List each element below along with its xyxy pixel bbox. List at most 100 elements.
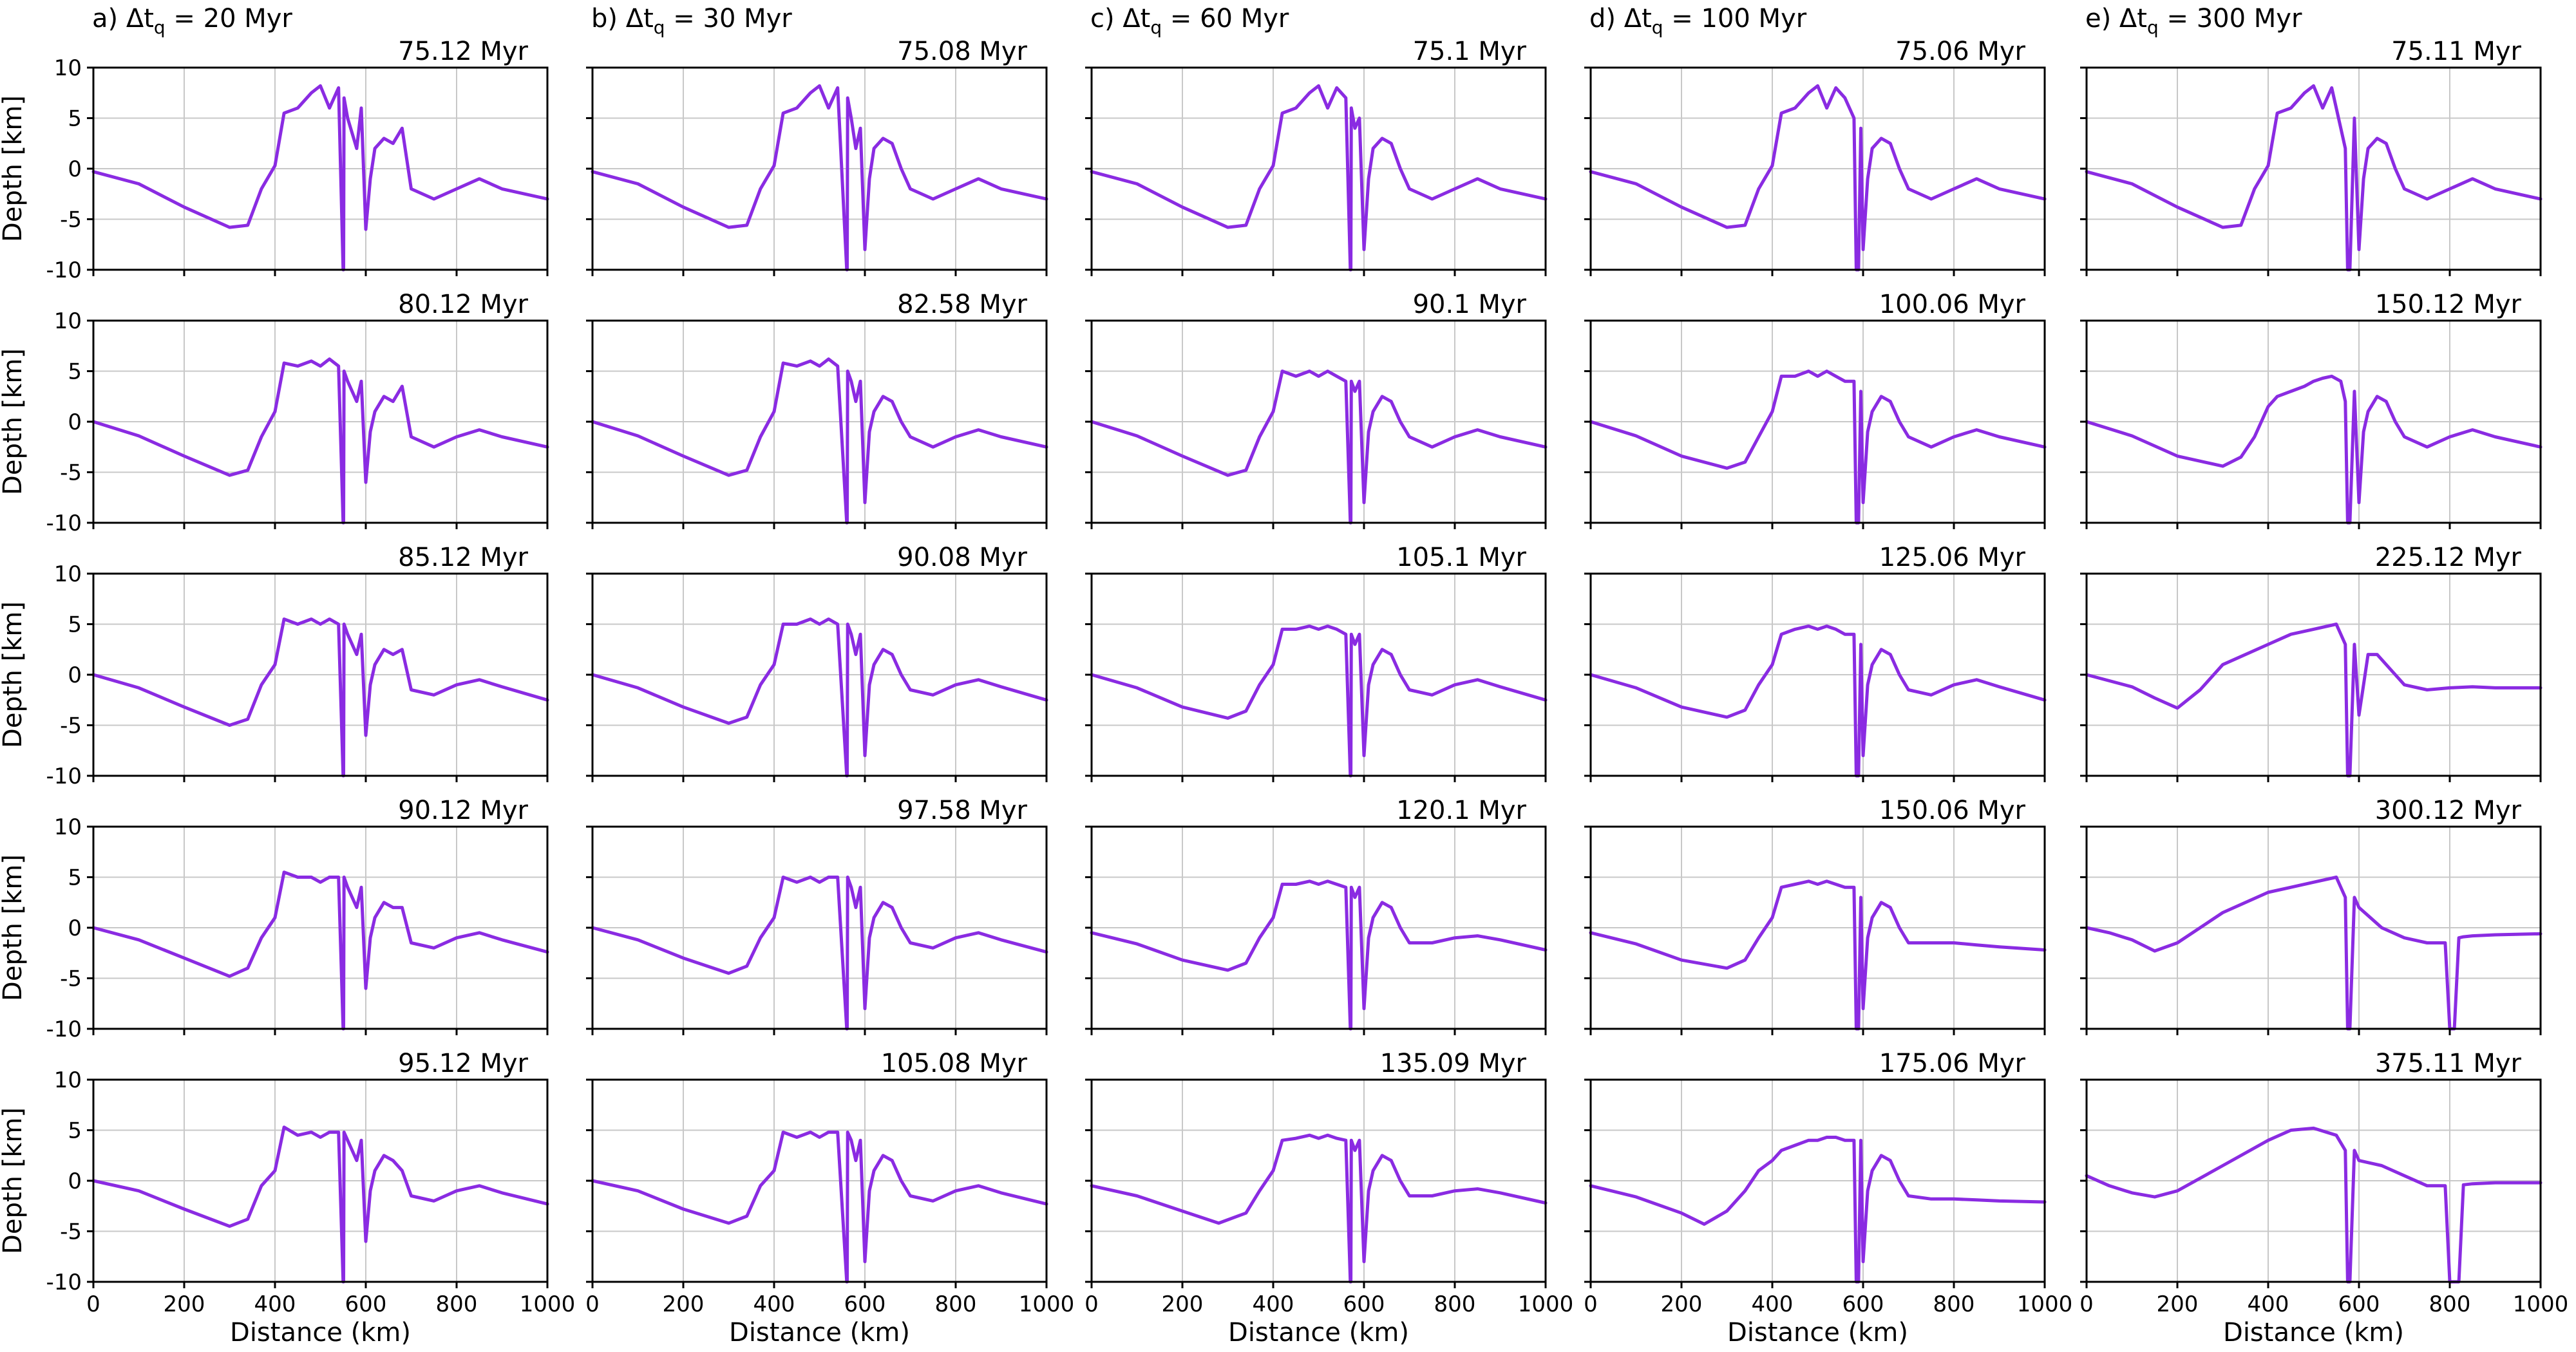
panel-time-label: 90.12 Myr: [398, 796, 528, 825]
depth-profile-line: [1589, 84, 2047, 272]
y-tick-label: 0: [68, 1169, 82, 1194]
depth-profile-line: [1090, 370, 1548, 525]
panel-time-label: 75.12 Myr: [398, 37, 528, 66]
depth-profile-line: [91, 84, 549, 272]
panel-time-label: 105.08 Myr: [881, 1049, 1028, 1078]
panel-time-label: 75.11 Myr: [2391, 37, 2521, 66]
y-tick-label: 5: [68, 359, 82, 385]
panel: 150.12 Myr: [2080, 290, 2543, 529]
x-tick-label: 400: [753, 1291, 795, 1317]
panel-time-label: 150.12 Myr: [2375, 290, 2522, 319]
x-tick-label: 800: [1434, 1291, 1476, 1317]
y-tick-label: 0: [68, 409, 82, 435]
panel-grid: -10 -5 0 5 10 Depth [km] 75.12 Myr 75.08 Myr 75.…: [0, 37, 2568, 1347]
y-tick-label: 10: [54, 55, 82, 81]
panel: 150.06 Myr: [1584, 796, 2047, 1035]
panel: 82.58 Myr: [586, 290, 1048, 529]
column-title: d) Δtq = 100 Myr: [1589, 4, 1807, 38]
panel-time-label: 75.1 Myr: [1413, 37, 1527, 66]
y-tick-label: -10: [46, 1017, 82, 1042]
depth-profile-line: [1090, 84, 1548, 272]
y-tick-label: 5: [68, 612, 82, 638]
x-tick-label: 800: [2429, 1291, 2471, 1317]
x-tick-label: 800: [935, 1291, 977, 1317]
x-tick-label: 0: [1084, 1291, 1099, 1317]
x-tick-label: 0: [86, 1291, 100, 1317]
panel: 225.12 Myr: [2080, 543, 2543, 782]
panel: 75.1 Myr: [1085, 37, 1548, 276]
depth-profile-line: [1090, 624, 1548, 778]
x-axis-label: Distance (km): [1727, 1318, 1908, 1347]
y-axis-label: Depth [km]: [0, 601, 28, 748]
y-tick-label: -10: [46, 511, 82, 536]
x-tick-label: 600: [844, 1291, 886, 1317]
depth-profile-line: [591, 617, 1048, 778]
column-titles: a) Δtq = 20 Myr b) Δtq = 30 Myr c) Δtq = 6…: [92, 4, 2302, 38]
x-tick-label: 200: [2157, 1291, 2199, 1317]
column-title: e) Δtq = 300 Myr: [2085, 4, 2302, 38]
x-tick-label: 1000: [1518, 1291, 1574, 1317]
depth-profile-line: [2085, 84, 2543, 272]
y-axis-label: Depth [km]: [0, 95, 28, 242]
panel: 75.11 Myr: [2080, 37, 2543, 276]
panel: -10 -5 0 5 10 Depth [km] 75.12 Myr: [0, 37, 549, 283]
x-tick-label: 0: [2079, 1291, 2094, 1317]
panel: 0 200 400 600 800 1000 Distance (km) 105.08 Myr: [585, 1049, 1074, 1347]
panel-time-label: 85.12 Myr: [398, 543, 528, 572]
panel-time-label: 150.06 Myr: [1879, 796, 2026, 825]
y-tick-label: -5: [60, 207, 82, 233]
depth-profile-line: [591, 876, 1048, 1031]
depth-profile-line: [591, 357, 1048, 525]
panel: -10 -5 0 5 10 Depth [km] 90.12 Myr: [0, 796, 549, 1042]
panel: 75.06 Myr: [1584, 37, 2047, 276]
y-tick-label: -5: [60, 460, 82, 486]
column-title: a) Δtq = 20 Myr: [92, 4, 292, 38]
panel: 0 200 400 600 800 1000 Distance (km) 135.09 Myr: [1084, 1049, 1573, 1347]
panel-time-label: 75.06 Myr: [1895, 37, 2025, 66]
panel-time-label: 175.06 Myr: [1879, 1049, 2026, 1078]
y-tick-label: 10: [54, 308, 82, 334]
y-tick-label: -10: [46, 764, 82, 789]
depth-profile-line: [1090, 1133, 1548, 1284]
x-tick-label: 400: [254, 1291, 296, 1317]
column-title: c) Δtq = 60 Myr: [1090, 4, 1289, 38]
y-tick-label: 10: [54, 814, 82, 840]
depth-profile-line: [2085, 374, 2543, 525]
x-axis-label: Distance (km): [2223, 1318, 2404, 1347]
panel: 90.08 Myr: [586, 543, 1048, 782]
panel-time-label: 80.12 Myr: [398, 290, 528, 319]
depth-profile-line: [91, 1125, 549, 1284]
x-tick-label: 800: [436, 1291, 478, 1317]
y-tick-label: 5: [68, 1118, 82, 1144]
depth-profile-line: [1589, 624, 2047, 778]
x-tick-label: 600: [345, 1291, 387, 1317]
x-tick-label: 200: [164, 1291, 205, 1317]
depth-profile-line: [1090, 879, 1548, 1031]
panel: 0 200 400 600 800 1000 Distance (km) 375.11 Myr: [2079, 1049, 2568, 1347]
panel-time-label: 375.11 Myr: [2375, 1049, 2522, 1078]
panel-time-label: 95.12 Myr: [398, 1049, 528, 1078]
y-tick-label: -10: [46, 258, 82, 283]
panel: 125.06 Myr: [1584, 543, 2047, 782]
panel-time-label: 120.1 Myr: [1396, 796, 1526, 825]
panel: -10 -5 0 5 10 Depth [km] 80.12 Myr: [0, 290, 549, 536]
x-tick-label: 800: [1933, 1291, 1975, 1317]
panel-time-label: 90.08 Myr: [897, 543, 1027, 572]
x-tick-label: 1000: [2513, 1291, 2569, 1317]
y-tick-label: -5: [60, 966, 82, 992]
depth-profile-line: [1589, 370, 2047, 525]
y-tick-label: 10: [54, 1067, 82, 1093]
panel-time-label: 105.1 Myr: [1396, 543, 1526, 572]
x-tick-label: 600: [1343, 1291, 1385, 1317]
panel: 90.1 Myr: [1085, 290, 1548, 529]
y-axis-label: Depth [km]: [0, 854, 28, 1001]
depth-profile-line: [2085, 1126, 2543, 1284]
y-tick-label: 5: [68, 865, 82, 891]
x-axis-label: Distance (km): [729, 1318, 910, 1347]
x-axis-label: Distance (km): [230, 1318, 411, 1347]
panel-time-label: 300.12 Myr: [2375, 796, 2522, 825]
depth-profile-line: [91, 357, 549, 525]
x-axis-label: Distance (km): [1228, 1318, 1409, 1347]
x-tick-label: 0: [1584, 1291, 1598, 1317]
